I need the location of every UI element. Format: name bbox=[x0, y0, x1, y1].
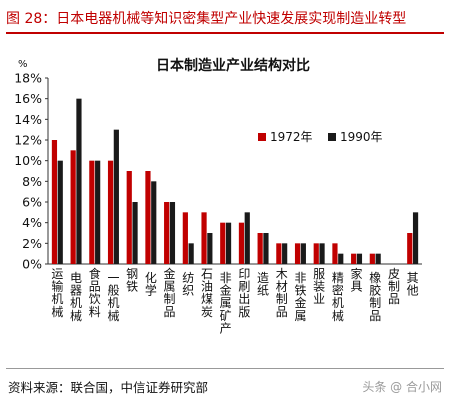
figure-header: 图 28：日本电器机械等知识密集型产业快速发展实现制造业转型 bbox=[6, 6, 444, 34]
bar-1972年-钢铁 bbox=[126, 171, 132, 264]
watermark: 头条 @ 合小网 bbox=[362, 380, 442, 394]
y-tick-label: 6% bbox=[22, 195, 42, 210]
legend-swatch-1990年 bbox=[328, 133, 336, 141]
bar-1990年-石油煤炭 bbox=[207, 233, 213, 264]
x-tick-label: 化学 bbox=[145, 271, 157, 298]
bar-1990年-金属制品 bbox=[169, 202, 176, 264]
y-axis-label: % bbox=[18, 59, 28, 70]
bar-1990年-橡胶制品 bbox=[375, 253, 381, 264]
x-tick-label: 金属制品 bbox=[164, 266, 176, 319]
bar-1972年-服装业 bbox=[313, 243, 319, 264]
bar-1990年-印刷出版 bbox=[244, 212, 250, 264]
bar-1972年-石油煤炭 bbox=[201, 212, 207, 264]
legend-label: 1972年 bbox=[270, 130, 313, 144]
bar-1990年-家具 bbox=[356, 253, 363, 264]
x-tick-label: 运输机械 bbox=[51, 267, 63, 319]
bar-1972年-非金属矿产 bbox=[220, 222, 226, 264]
x-tick-label: 木材制品 bbox=[276, 267, 288, 319]
bar-1972年-非铁金属 bbox=[294, 243, 301, 264]
bar-1990年-非铁金属 bbox=[300, 243, 306, 264]
bar-1972年-精密机械 bbox=[332, 243, 338, 264]
bar-1972年-金属制品 bbox=[164, 202, 170, 264]
bar-1972年-橡胶制品 bbox=[369, 253, 375, 264]
y-tick-label: 10% bbox=[14, 153, 42, 168]
bar-1972年-印刷出版 bbox=[238, 222, 245, 264]
bar-1990年-运输机械 bbox=[57, 160, 63, 264]
x-tick-label: 造纸 bbox=[257, 271, 269, 298]
bar-1990年-服装业 bbox=[319, 243, 325, 264]
x-tick-label: 纺织 bbox=[182, 271, 194, 298]
bar-1990年-一般机械 bbox=[113, 129, 119, 264]
x-tick-label: 非铁金属 bbox=[294, 271, 306, 323]
y-tick-label: 4% bbox=[22, 215, 42, 230]
bar-1990年-钢铁 bbox=[132, 202, 138, 264]
x-tick-label: 服装业 bbox=[313, 267, 325, 306]
x-tick-label: 石油煤炭 bbox=[201, 267, 213, 319]
bar-1972年-食品饮料 bbox=[89, 160, 95, 264]
x-tick-label: 橡胶制品 bbox=[369, 271, 381, 323]
bar-1990年-纺织 bbox=[188, 243, 194, 264]
bar-1972年-化学 bbox=[145, 171, 151, 264]
bar-1990年-电器机械 bbox=[76, 98, 82, 265]
bar-1990年-非金属矿产 bbox=[225, 222, 232, 264]
bar-1972年-其他 bbox=[407, 233, 413, 264]
x-tick-label: 食品饮料 bbox=[89, 266, 101, 319]
bar-1972年-电器机械 bbox=[70, 150, 76, 264]
bar-1972年-一般机械 bbox=[107, 160, 114, 264]
figure-title: 图 28：日本电器机械等知识密集型产业快速发展实现制造业转型 bbox=[6, 11, 407, 27]
x-tick-label: 印刷出版 bbox=[238, 267, 250, 319]
bar-1972年-运输机械 bbox=[51, 140, 58, 264]
bar-1972年-造纸 bbox=[257, 233, 263, 264]
y-tick-label: 8% bbox=[22, 174, 42, 189]
legend-swatch-1972年 bbox=[258, 133, 266, 141]
y-tick-label: 16% bbox=[14, 91, 42, 106]
bar-1990年-食品饮料 bbox=[95, 160, 101, 264]
bar-1990年-化学 bbox=[151, 181, 157, 264]
bar-chart: 日本制造业产业结构对比% 0% 2% 4% 6% 8% 10% 12% 14% 16% 18% 运输机… bbox=[14, 57, 422, 335]
x-tick-label: 非金属矿产 bbox=[220, 271, 232, 335]
x-tick-label: 其他 bbox=[407, 271, 419, 298]
bar-1990年-造纸 bbox=[263, 233, 269, 264]
x-tick-label: 一般机械 bbox=[107, 271, 119, 323]
legend-label: 1990年 bbox=[340, 130, 383, 144]
source-note: 资料来源：联合国，中信证券研究部 bbox=[8, 380, 209, 395]
y-tick-label: 2% bbox=[22, 236, 42, 251]
x-tick-label: 皮制品 bbox=[388, 267, 400, 306]
x-tick-label: 钢铁 bbox=[126, 267, 138, 294]
y-tick-label: 12% bbox=[14, 133, 42, 148]
x-tick-label: 电器机械 bbox=[70, 271, 82, 323]
bar-1972年-纺织 bbox=[182, 212, 188, 264]
x-tick-label: 精密机械 bbox=[332, 271, 344, 323]
y-tick-label: 18% bbox=[14, 71, 42, 86]
bar-1972年-家具 bbox=[351, 253, 357, 264]
bar-1990年-其他 bbox=[412, 212, 419, 264]
bar-1990年-木材制品 bbox=[282, 243, 288, 264]
chart-title: 日本制造业产业结构对比 bbox=[156, 57, 310, 74]
bar-1990年-精密机械 bbox=[338, 253, 344, 264]
x-tick-label: 家具 bbox=[351, 266, 363, 294]
y-tick-label: 0% bbox=[22, 257, 42, 272]
footer-divider bbox=[6, 368, 444, 369]
bar-1972年-木材制品 bbox=[276, 243, 282, 264]
y-tick-label: 14% bbox=[14, 112, 42, 127]
